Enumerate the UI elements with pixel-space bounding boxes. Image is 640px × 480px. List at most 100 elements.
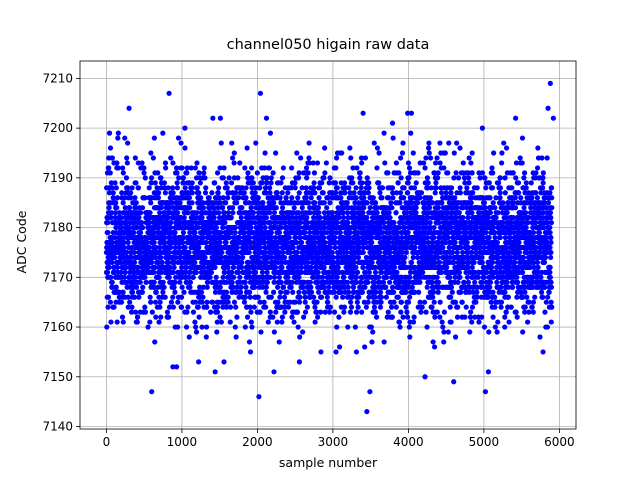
data-point xyxy=(429,304,435,310)
data-point xyxy=(214,309,221,315)
data-point xyxy=(183,264,189,270)
data-point xyxy=(160,130,166,136)
data-point xyxy=(296,289,302,295)
data-point xyxy=(200,234,206,241)
data-point xyxy=(347,309,354,315)
data-point xyxy=(351,259,357,266)
data-point xyxy=(118,224,124,231)
data-point xyxy=(363,304,369,310)
data-point xyxy=(267,130,274,136)
data-point xyxy=(235,269,242,275)
data-point xyxy=(252,284,258,290)
data-point xyxy=(387,249,393,256)
data-point xyxy=(204,284,210,290)
data-point xyxy=(395,294,401,300)
data-point xyxy=(218,319,224,325)
data-point xyxy=(341,274,347,280)
data-point xyxy=(250,210,257,216)
data-point xyxy=(217,314,223,320)
data-point xyxy=(156,274,162,280)
data-point xyxy=(441,309,447,315)
data-point xyxy=(268,234,275,241)
data-point xyxy=(279,190,285,196)
data-point xyxy=(355,254,362,261)
data-point xyxy=(141,170,147,176)
data-point xyxy=(368,324,374,330)
data-point xyxy=(354,165,360,171)
data-point xyxy=(348,155,354,161)
data-point xyxy=(229,269,235,275)
data-point xyxy=(278,180,284,186)
data-point xyxy=(208,309,214,315)
data-point xyxy=(247,304,253,310)
data-point xyxy=(260,200,266,206)
data-point xyxy=(469,319,475,325)
data-point xyxy=(262,224,268,231)
data-point xyxy=(104,269,111,275)
data-point xyxy=(197,180,203,186)
data-point xyxy=(151,269,157,275)
data-point xyxy=(408,130,414,136)
data-point xyxy=(435,279,442,285)
data-point xyxy=(216,195,222,201)
data-point xyxy=(183,269,189,275)
data-point xyxy=(334,274,340,280)
data-point xyxy=(186,195,193,201)
data-point xyxy=(322,145,328,151)
data-point xyxy=(108,180,114,186)
data-point xyxy=(294,249,300,256)
data-point xyxy=(386,210,392,216)
data-point xyxy=(155,170,161,176)
data-point xyxy=(398,155,404,161)
data-point xyxy=(365,279,371,285)
data-point xyxy=(273,309,279,315)
data-point xyxy=(427,155,434,161)
data-point xyxy=(213,224,219,231)
data-point xyxy=(166,249,172,256)
data-point xyxy=(253,140,259,146)
data-point xyxy=(184,170,190,176)
data-point xyxy=(177,200,183,206)
data-point xyxy=(226,234,232,241)
data-point xyxy=(202,254,208,261)
data-point xyxy=(114,319,120,325)
data-point xyxy=(433,185,439,191)
data-point xyxy=(142,274,148,280)
data-point xyxy=(235,175,241,181)
data-point xyxy=(271,289,277,295)
data-point xyxy=(327,175,333,181)
data-point xyxy=(108,215,114,221)
data-point xyxy=(360,210,366,216)
data-point xyxy=(271,210,278,216)
data-point xyxy=(204,304,210,310)
data-point xyxy=(415,200,421,206)
data-point xyxy=(131,229,137,236)
data-point xyxy=(170,269,176,275)
data-point xyxy=(249,175,255,181)
data-point xyxy=(277,294,283,300)
data-point xyxy=(349,175,355,181)
data-point xyxy=(256,254,262,261)
data-point xyxy=(464,274,471,280)
data-point xyxy=(230,210,236,216)
data-point xyxy=(152,299,159,305)
data-point xyxy=(267,185,273,191)
data-point xyxy=(227,319,233,325)
data-point xyxy=(153,289,159,295)
data-point xyxy=(201,165,207,171)
data-point xyxy=(246,289,253,295)
data-point xyxy=(112,180,118,186)
data-point xyxy=(113,185,119,191)
data-point xyxy=(158,175,164,181)
data-point xyxy=(439,319,445,325)
data-point xyxy=(242,165,248,171)
data-point xyxy=(151,135,157,141)
data-point xyxy=(108,210,115,216)
data-point xyxy=(239,259,245,266)
data-point xyxy=(286,234,292,241)
data-point xyxy=(332,234,338,241)
data-point xyxy=(466,175,472,181)
data-point xyxy=(241,229,247,236)
data-point xyxy=(225,195,231,201)
data-point xyxy=(198,289,205,295)
